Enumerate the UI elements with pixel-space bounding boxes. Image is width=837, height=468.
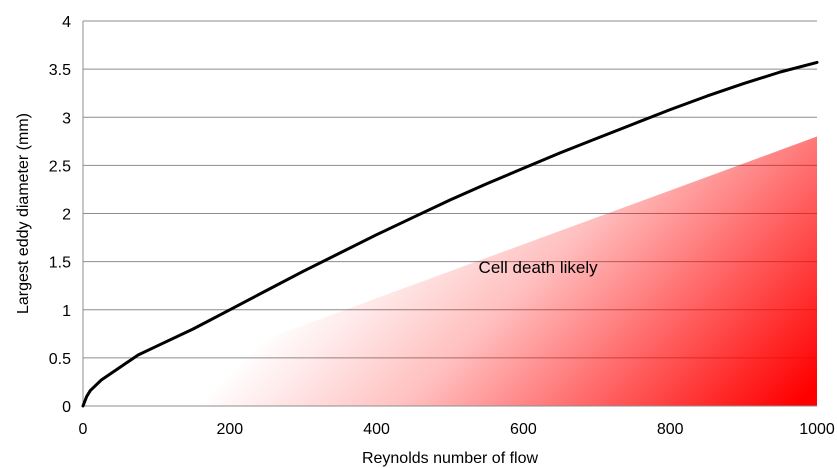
y-tick-6: 3 bbox=[62, 110, 71, 127]
series-line-0 bbox=[81, 60, 819, 408]
y-tick-3: 1.5 bbox=[49, 255, 71, 272]
y-tick-0: 0 bbox=[62, 399, 71, 416]
x-tick-3: 600 bbox=[510, 421, 537, 438]
x-tick-0: 0 bbox=[79, 421, 88, 438]
y-tick-5: 2.5 bbox=[49, 158, 71, 175]
y-tick-4: 2 bbox=[62, 207, 71, 224]
cell-death-region bbox=[83, 136, 817, 406]
y-tick-8: 4 bbox=[62, 14, 71, 31]
x-axis-label: Reynolds number of flow bbox=[362, 450, 539, 467]
gridlines bbox=[83, 20, 817, 359]
x-tick-1: 200 bbox=[216, 421, 243, 438]
y-tick-1: 0.5 bbox=[49, 351, 71, 368]
y-tick-labels: 0 0.5 1 1.5 2 2.5 3 3.5 4 bbox=[49, 14, 71, 416]
x-tick-5: 1000 bbox=[799, 421, 835, 438]
x-tick-labels: 0 200 400 600 800 1000 bbox=[79, 421, 835, 438]
y-axis-label: Largest eddy diameter (mm) bbox=[15, 113, 32, 314]
y-tick-2: 1 bbox=[62, 303, 71, 320]
x-tick-2: 400 bbox=[363, 421, 390, 438]
series-group bbox=[81, 60, 819, 408]
axes bbox=[82, 21, 817, 407]
x-tick-4: 800 bbox=[657, 421, 684, 438]
y-tick-7: 3.5 bbox=[49, 62, 71, 79]
annotation-cell-death-likely: Cell death likely bbox=[479, 258, 599, 277]
